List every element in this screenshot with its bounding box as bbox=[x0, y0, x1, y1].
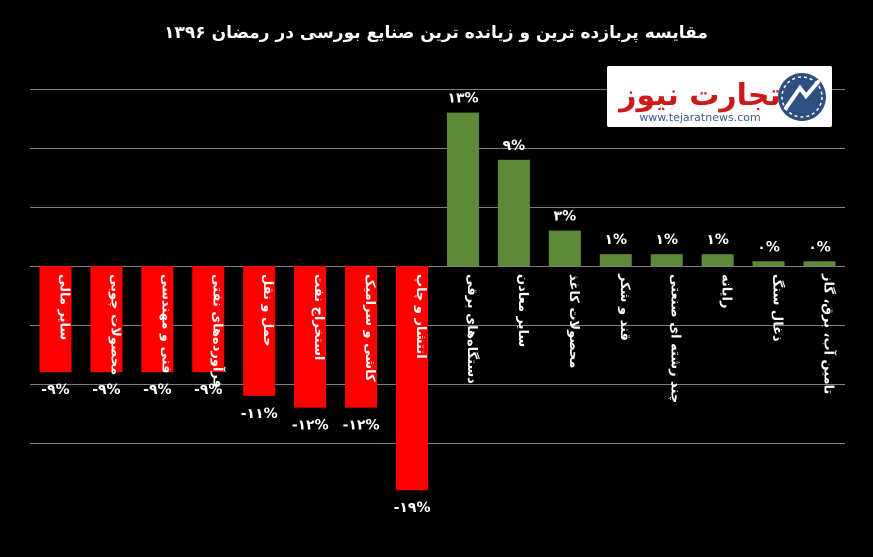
bar bbox=[650, 254, 683, 266]
value-label: ۰% bbox=[808, 239, 831, 255]
value-label: ۹% bbox=[503, 138, 526, 154]
value-label: -۹% bbox=[41, 382, 69, 398]
value-label: ۳% bbox=[554, 209, 577, 225]
value-label: -۱۹% bbox=[394, 500, 431, 516]
logo-url: www.tejaratnews.com bbox=[639, 111, 760, 124]
category-label: چند رشته ای صنعتی bbox=[668, 274, 683, 403]
value-label: -۹% bbox=[143, 382, 171, 398]
bar bbox=[243, 266, 276, 396]
bar bbox=[701, 254, 734, 266]
bar bbox=[446, 112, 479, 266]
logo-background bbox=[607, 66, 832, 127]
bar bbox=[39, 266, 72, 373]
value-label: -۹% bbox=[194, 382, 222, 398]
bar bbox=[599, 254, 632, 266]
category-label: محصولات کاغذ bbox=[566, 274, 581, 368]
tejaratnews-logo: تجارت نیوز www.tejaratnews.com bbox=[607, 66, 832, 127]
value-label: ۱% bbox=[706, 232, 729, 248]
category-label: دستگاه‌های برقی bbox=[464, 274, 480, 384]
bar bbox=[345, 266, 378, 408]
category-label: تامین آب، برق، گاز bbox=[821, 273, 838, 394]
bar bbox=[803, 261, 836, 266]
bar bbox=[497, 159, 530, 266]
category-label: سایر معادن bbox=[515, 274, 530, 347]
bars bbox=[39, 112, 836, 491]
bar bbox=[141, 266, 174, 373]
logo-brand-text: تجارت نیوز bbox=[617, 78, 781, 113]
value-label: -۱۱% bbox=[241, 406, 278, 422]
category-label: فرآورده‌های نفتی bbox=[209, 274, 226, 388]
bar bbox=[752, 261, 785, 266]
category-label: استخراج نفت bbox=[311, 274, 326, 360]
category-label: فنی و مهندسی bbox=[158, 274, 173, 374]
value-label: -۱۲% bbox=[343, 418, 380, 434]
category-labels: سایر مالی محصولات چوبی فنی و مهندسی فرآورده… bbox=[56, 273, 837, 403]
value-label: ۱% bbox=[655, 232, 678, 248]
chart-title: مقایسه پربازده ترین و زیانده ترین صنایع … bbox=[164, 23, 708, 43]
value-labels: -۹% -۹% -۹% -۹% -۱۱% -۱۲% -۱۲% -۱۹% ۱۳% ۹% ۳% ۱% ۱% ۱… bbox=[41, 91, 831, 517]
category-label: ذغال سنگ bbox=[770, 274, 786, 342]
value-label: ۰% bbox=[757, 239, 780, 255]
bar bbox=[294, 266, 327, 408]
category-label: محصولات چوبی bbox=[107, 274, 122, 375]
category-label: قند و شکر bbox=[617, 273, 632, 341]
bar bbox=[90, 266, 123, 373]
category-label: حمل و نقل bbox=[260, 274, 275, 347]
category-label: انتشار و چاپ bbox=[413, 274, 428, 359]
value-label: -۱۲% bbox=[292, 418, 329, 434]
value-label: ۱۳% bbox=[447, 91, 478, 107]
logo-emblem-icon bbox=[778, 73, 826, 121]
category-label: سایر مالی bbox=[56, 274, 71, 340]
category-label: کاشی و سرامیک bbox=[362, 274, 377, 382]
bar bbox=[396, 266, 429, 491]
bar bbox=[548, 230, 581, 266]
value-label: ۱% bbox=[604, 232, 627, 248]
category-label: رایانه bbox=[719, 274, 734, 308]
bar bbox=[192, 266, 225, 373]
value-label: -۹% bbox=[92, 382, 120, 398]
